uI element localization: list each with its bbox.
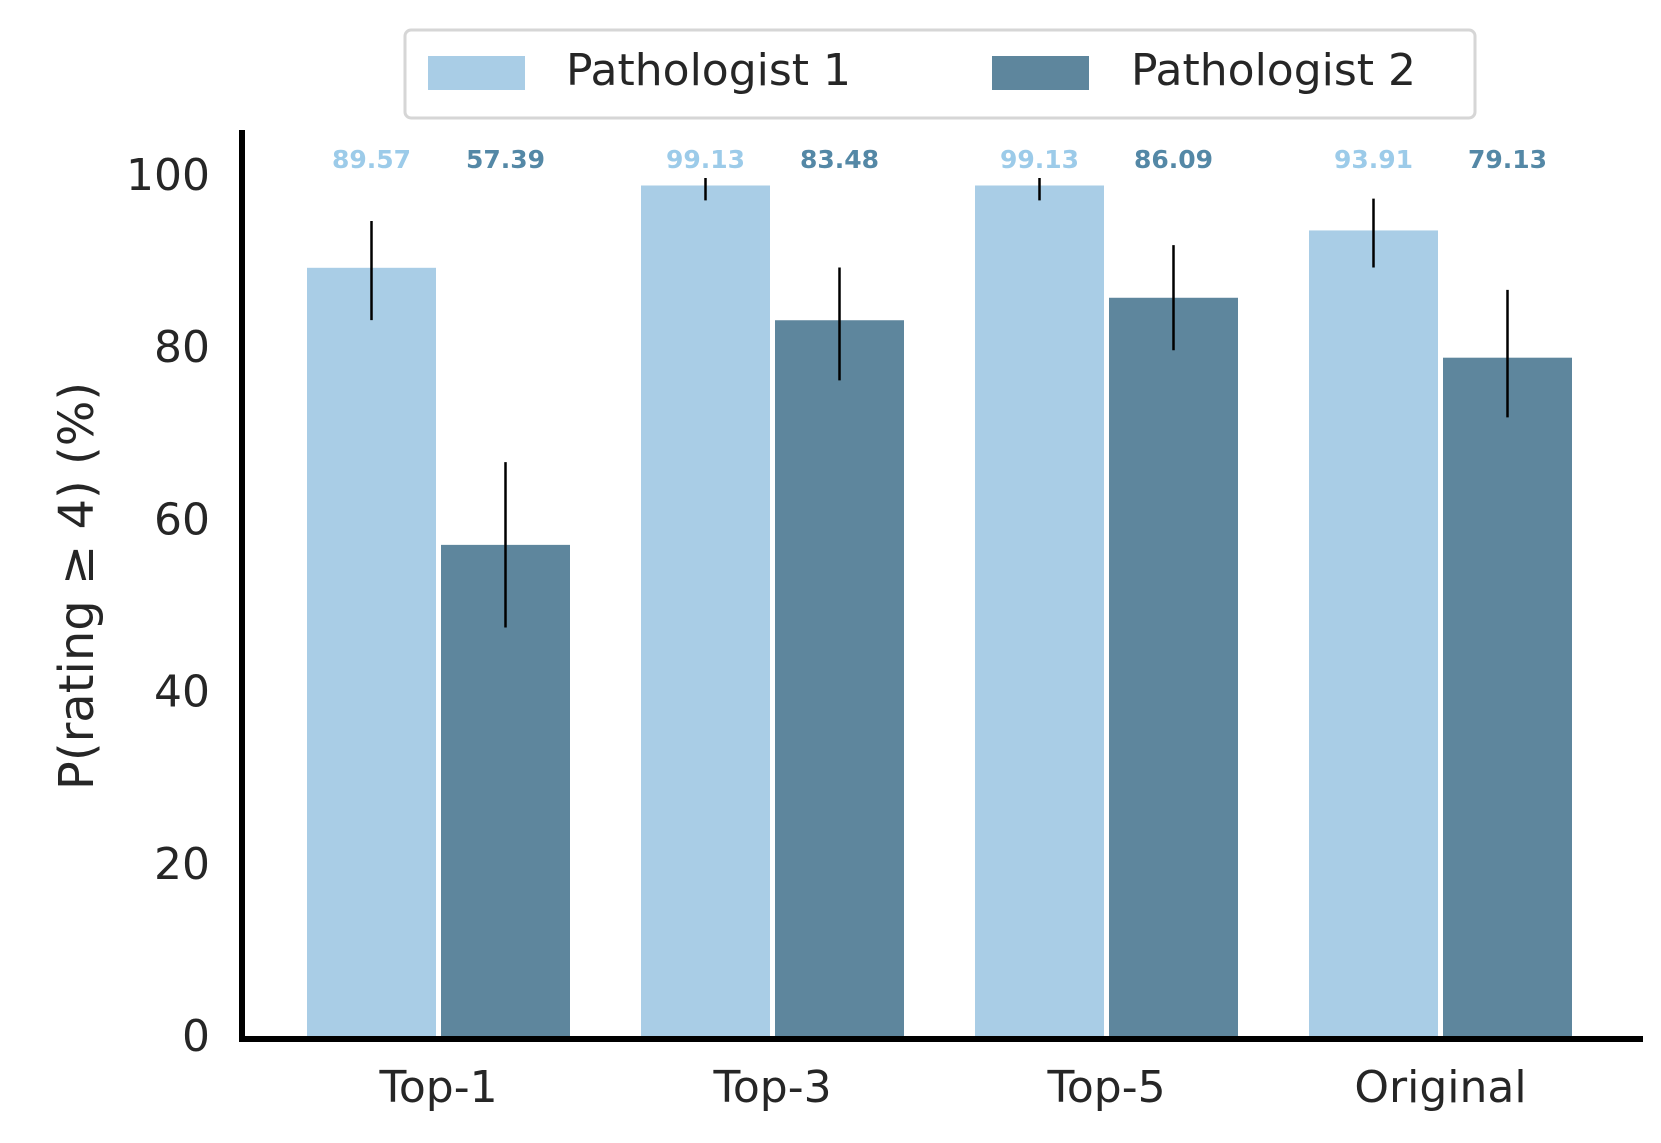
bars-layer	[307, 185, 1572, 1037]
value-label-top-3-series-2: 83.48	[800, 145, 879, 174]
y-tick-label: 40	[154, 667, 210, 718]
legend-swatch-pathologist-2	[992, 56, 1089, 90]
y-tick-label: 20	[154, 839, 210, 890]
x-tick-labels: Top-1 Top-3 Top-5 Original	[378, 1062, 1526, 1113]
legend: Pathologist 1 Pathologist 2	[403, 28, 1477, 120]
y-tick-labels: 0 20 40 60 80 100	[126, 150, 210, 1062]
y-tick-label: 60	[154, 494, 210, 545]
y-tick-label: 80	[154, 322, 210, 373]
bar-top-3-series-1	[641, 185, 770, 1036]
legend-label-pathologist-2: Pathologist 2	[1131, 45, 1416, 96]
value-label-original-series-2: 79.13	[1468, 145, 1547, 174]
bar-original-series-1	[1309, 230, 1438, 1036]
value-label-top-5-series-2: 86.09	[1134, 145, 1213, 174]
legend-label-pathologist-1: Pathologist 1	[566, 45, 851, 96]
error-bars-layer	[370, 178, 1509, 628]
value-label-original-series-1: 93.91	[1334, 145, 1413, 174]
bar-top-5-series-1	[975, 185, 1104, 1036]
bar-top-3-series-2	[775, 320, 904, 1037]
y-tick-label: 100	[126, 150, 210, 201]
y-tick-label: 0	[182, 1011, 210, 1062]
x-tick-label: Top-3	[712, 1062, 831, 1113]
x-tick-label: Top-1	[378, 1062, 497, 1113]
bar-top-5-series-2	[1109, 297, 1238, 1036]
x-tick-label: Original	[1354, 1062, 1526, 1113]
value-label-top-1-series-1: 89.57	[332, 145, 411, 174]
bar-original-series-2	[1443, 357, 1572, 1037]
legend-frame	[403, 28, 1477, 120]
value-label-top-1-series-2: 57.39	[466, 145, 545, 174]
value-label-top-5-series-1: 99.13	[1000, 145, 1079, 174]
value-labels-layer: 89.57 57.39 99.13 83.48 99.13 86.09 93.91 79.13	[332, 145, 1547, 174]
legend-swatch-pathologist-1	[428, 56, 525, 90]
x-tick-label: Top-5	[1046, 1062, 1165, 1113]
value-label-top-3-series-1: 99.13	[666, 145, 745, 174]
y-axis-label: P(rating ≥ 4) (%)	[49, 382, 105, 790]
bar-top-1-series-1	[307, 267, 436, 1036]
axes-layer	[239, 130, 1643, 1042]
